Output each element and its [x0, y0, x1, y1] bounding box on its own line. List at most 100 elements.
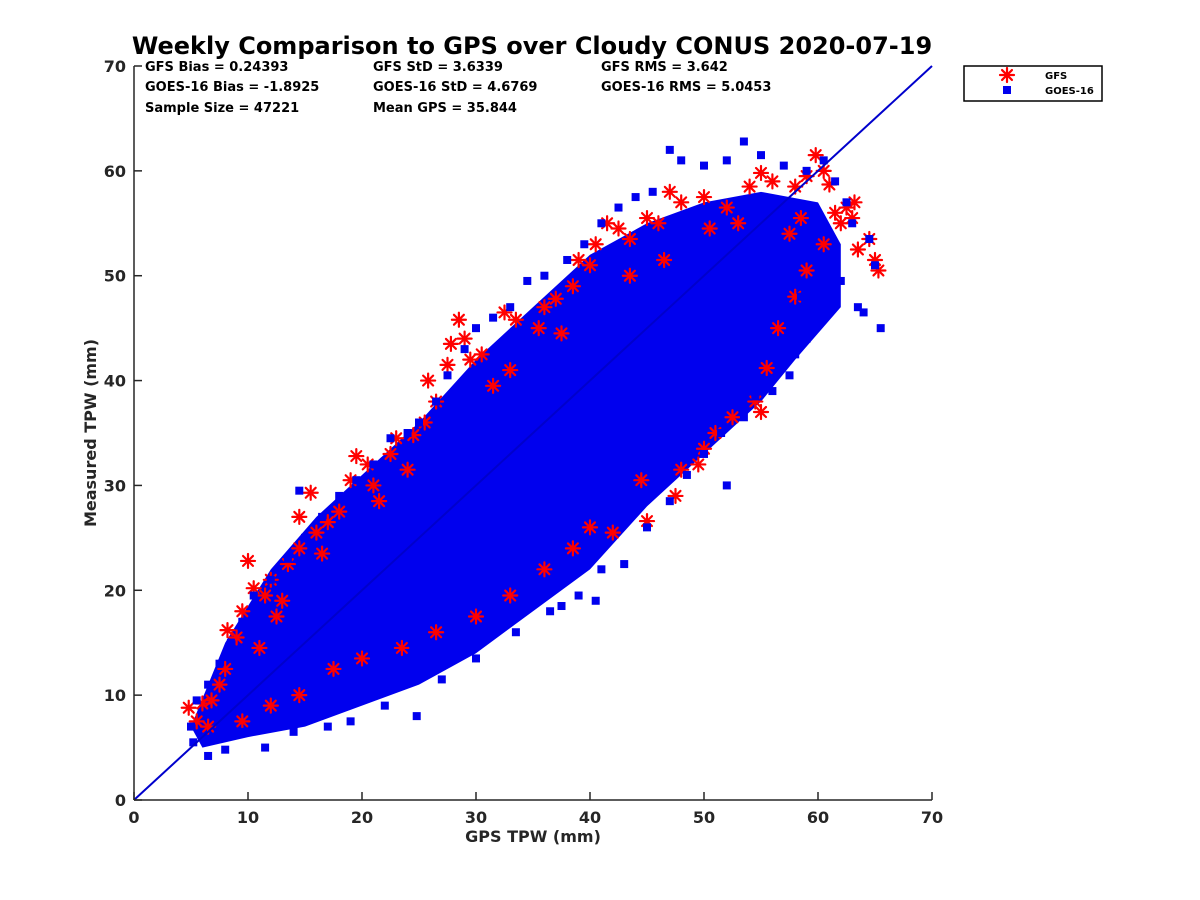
gfs-point: [730, 215, 747, 232]
goes16-point: [665, 145, 674, 154]
legend-goes16-label: GOES-16: [1045, 86, 1094, 97]
gfs-point: [291, 687, 308, 704]
goes16-point: [472, 654, 480, 663]
goes16-point: [249, 591, 258, 600]
goes16-point: [842, 198, 851, 207]
gfs-point: [718, 199, 735, 216]
gfs-point: [741, 178, 758, 195]
goes16-point: [221, 745, 230, 754]
goes16-point: [819, 313, 828, 322]
gfs-point: [462, 351, 479, 368]
goes16-point: [876, 324, 885, 333]
stat-annotation: GOES-16 Bias = -1.8925: [145, 80, 319, 95]
goes16-point: [853, 303, 862, 312]
goes16-point: [283, 554, 292, 563]
goes16-point: [785, 371, 794, 380]
gfs-point: [274, 592, 291, 609]
goes16-point: [557, 602, 566, 611]
goes16-point: [412, 712, 421, 721]
stat-annotation: GFS RMS = 3.642: [601, 60, 728, 75]
goes16-point: [700, 449, 708, 458]
goes16-point: [865, 235, 874, 244]
gfs-point: [382, 445, 399, 463]
gfs-point: [308, 524, 325, 541]
gfs-point: [621, 267, 639, 284]
goes16-point: [517, 565, 526, 574]
goes16-point: [682, 470, 691, 479]
goes16-point: [631, 193, 640, 202]
gfs-point: [621, 230, 639, 248]
goes16-point: [859, 308, 868, 317]
goes16-point: [295, 486, 304, 495]
x-tick-label: 20: [351, 808, 373, 827]
goes16-point: [472, 324, 480, 333]
goes16-point: [189, 738, 198, 747]
gfs-point: [849, 241, 867, 258]
goes16-point: [574, 591, 583, 600]
stat-annotation: GFS Bias = 0.24393: [145, 60, 288, 75]
gfs-point: [203, 692, 220, 709]
gfs-point: [815, 236, 832, 253]
gfs-point: [826, 204, 844, 221]
goes16-point: [540, 271, 549, 280]
gfs-point: [439, 356, 456, 373]
chart-title: Weekly Comparison to GPS over Cloudy CON…: [132, 32, 932, 60]
goes16-point: [597, 565, 606, 574]
gfs-point: [325, 660, 342, 678]
goes16-point: [757, 151, 765, 160]
gfs-point: [507, 311, 525, 328]
y-tick-label: 30: [104, 476, 126, 495]
goes16-point: [580, 240, 589, 249]
gfs-point: [353, 650, 371, 667]
goes16-series: [187, 137, 885, 760]
x-tick-label: 10: [237, 808, 259, 827]
gfs-point: [291, 540, 308, 557]
goes16-point: [722, 156, 731, 165]
goes16-point: [586, 507, 594, 516]
goes16-point: [318, 512, 327, 521]
goes16-point: [204, 751, 213, 760]
goes16-point: [802, 166, 811, 175]
gfs-point: [564, 540, 582, 557]
gfs-point: [467, 608, 485, 625]
goes16-point: [226, 638, 235, 647]
goes16-point: [717, 429, 726, 437]
y-tick-label: 60: [104, 162, 126, 181]
goes16-point: [791, 350, 800, 359]
gfs-point: [553, 325, 570, 342]
gfs-point: [587, 236, 604, 253]
goes16-point: [677, 156, 686, 165]
gfs-point: [673, 194, 690, 211]
goes16-point: [340, 685, 349, 694]
goes16-point: [352, 476, 361, 485]
gfs-point: [371, 493, 388, 510]
legend-gfs-label: GFS: [1045, 71, 1067, 82]
gfs-point: [695, 188, 713, 206]
y-tick-label: 40: [104, 372, 126, 391]
gfs-point: [331, 503, 348, 520]
goes16-point: [301, 533, 309, 542]
goes16-point: [591, 596, 600, 605]
gfs-point: [428, 624, 445, 641]
goes16-point: [665, 497, 674, 506]
axes: 0 10 20 30 40 50 60 70 0 10 20 30 40 50 60 70: [104, 57, 943, 827]
y-tick-label: 50: [104, 267, 126, 286]
gfs-point: [832, 215, 849, 232]
gfs-point: [348, 447, 365, 465]
gfs-point: [638, 209, 656, 227]
goes16-point: [266, 575, 275, 584]
density-band: [191, 191, 841, 748]
legend: GFS GOES-16: [963, 65, 1103, 102]
goes16-point: [722, 481, 731, 490]
x-tick-label: 30: [465, 808, 487, 827]
gfs-point: [570, 251, 587, 269]
stat-annotation: GOES-16 RMS = 5.0453: [601, 80, 771, 95]
goes16-point: [209, 733, 218, 742]
stat-annotation: Mean GPS = 35.844: [373, 101, 517, 116]
gfs-point: [655, 251, 673, 269]
goes16-point: [648, 187, 657, 196]
gfs-point: [724, 409, 741, 426]
x-ticks: 0 10 20 30 40 50 60 70: [128, 792, 943, 827]
goes16-point: [819, 156, 828, 165]
